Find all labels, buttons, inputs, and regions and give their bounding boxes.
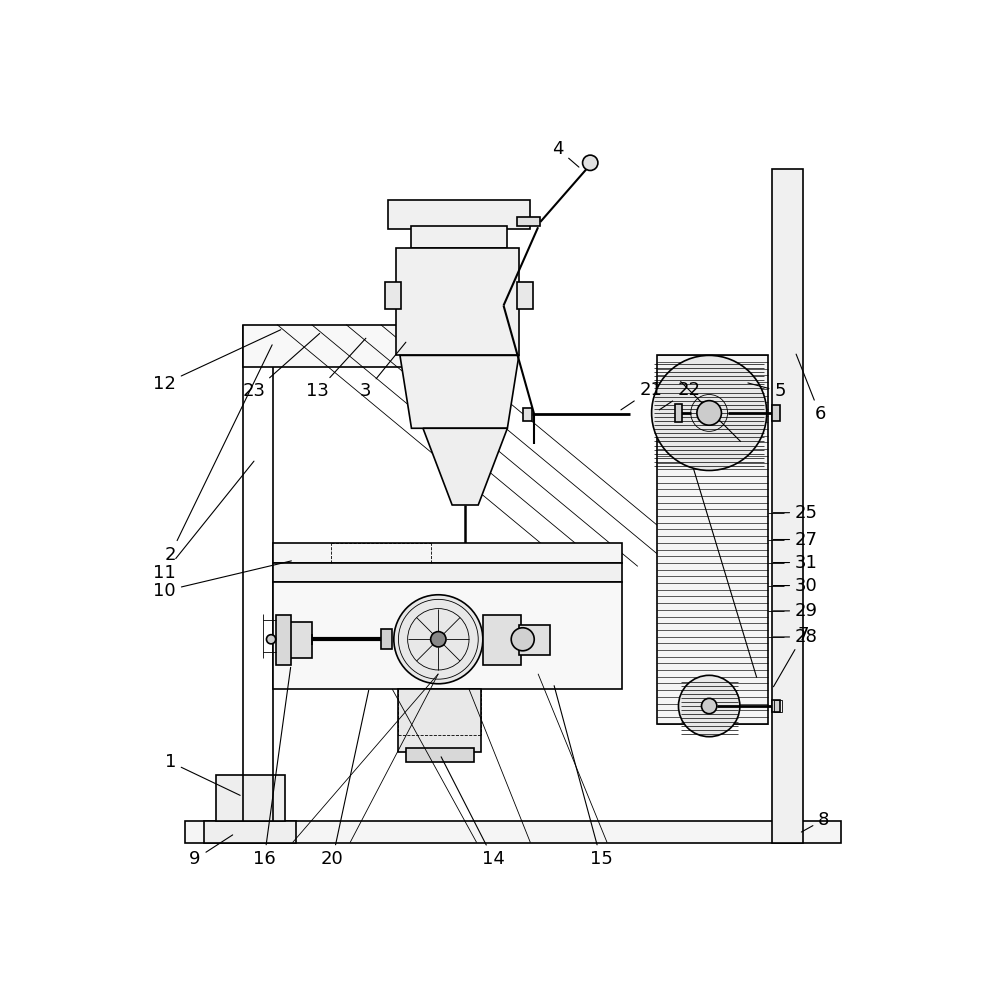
Bar	[406, 748, 473, 762]
Text: 4: 4	[552, 140, 579, 167]
Text: 20: 20	[321, 690, 368, 868]
Bar	[772, 700, 780, 712]
Text: 22: 22	[659, 381, 701, 410]
Bar	[388, 200, 531, 229]
Text: 2: 2	[164, 345, 272, 564]
Text: 25: 25	[773, 504, 818, 522]
Text: 3: 3	[360, 342, 406, 400]
Text: 9: 9	[189, 835, 233, 868]
Text: 10: 10	[153, 561, 291, 600]
Bar	[396, 248, 519, 355]
Text: 5: 5	[747, 382, 786, 400]
Bar	[674, 404, 682, 422]
Bar	[657, 355, 768, 724]
Bar	[483, 615, 521, 665]
Text: 14: 14	[442, 757, 505, 868]
Bar	[518, 282, 533, 309]
Text: 29: 29	[773, 602, 818, 620]
Text: 11: 11	[153, 461, 254, 582]
Bar	[384, 282, 402, 309]
Text: 7: 7	[773, 626, 809, 687]
Circle shape	[702, 698, 717, 714]
Circle shape	[266, 635, 275, 644]
Bar	[398, 689, 481, 752]
Bar	[275, 615, 291, 665]
Bar	[381, 629, 392, 649]
Circle shape	[394, 595, 483, 684]
Text: 23: 23	[243, 333, 320, 400]
Text: 8: 8	[801, 811, 830, 832]
Circle shape	[431, 632, 446, 647]
Text: 27: 27	[773, 531, 818, 549]
Text: 16: 16	[252, 667, 291, 868]
Bar	[774, 700, 782, 712]
Text: 12: 12	[153, 330, 281, 393]
Bar	[412, 226, 507, 248]
Text: 28: 28	[773, 628, 818, 646]
Bar	[281, 622, 312, 658]
Bar	[273, 563, 623, 582]
Bar	[185, 821, 842, 843]
Text: 1: 1	[164, 753, 241, 795]
Text: 21: 21	[621, 381, 662, 410]
Bar	[772, 169, 803, 843]
Bar	[523, 408, 532, 421]
Bar	[273, 543, 623, 563]
Circle shape	[651, 355, 766, 470]
Circle shape	[697, 401, 722, 425]
Bar	[216, 775, 285, 821]
Bar	[518, 217, 541, 226]
Circle shape	[678, 675, 740, 737]
Circle shape	[511, 628, 535, 651]
Text: 13: 13	[306, 338, 366, 400]
Polygon shape	[423, 428, 507, 505]
Text: 31: 31	[773, 554, 818, 572]
Polygon shape	[400, 355, 519, 428]
Text: 6: 6	[796, 354, 826, 423]
Text: 30: 30	[773, 577, 818, 595]
Circle shape	[582, 155, 598, 170]
Bar	[772, 405, 780, 421]
Bar	[519, 625, 549, 655]
Text: 15: 15	[554, 686, 613, 868]
Bar	[273, 582, 623, 689]
Bar	[243, 325, 439, 367]
Bar	[204, 821, 296, 843]
